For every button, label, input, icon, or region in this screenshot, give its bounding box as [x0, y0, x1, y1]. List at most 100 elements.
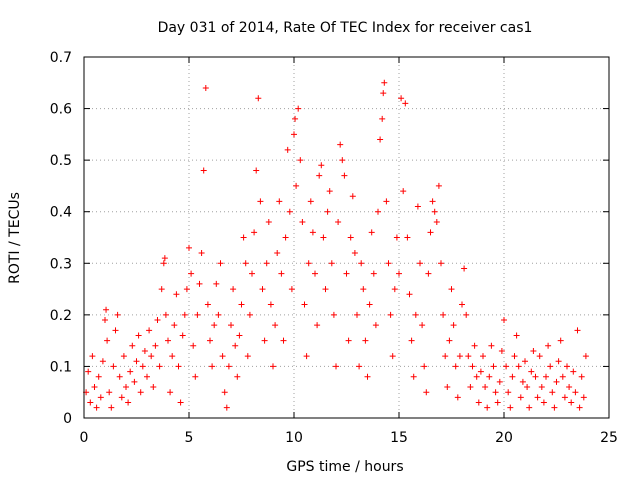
data-point [496, 378, 503, 385]
data-point [547, 363, 554, 370]
data-point [110, 363, 117, 370]
data-point [102, 317, 108, 324]
data-point [543, 373, 549, 380]
data-point [477, 368, 484, 375]
data-point [165, 337, 171, 344]
data-point [257, 198, 264, 205]
data-point [261, 337, 268, 344]
data-point [280, 337, 287, 344]
x-tick-label: 10 [285, 430, 303, 446]
data-point [368, 229, 375, 236]
data-point [278, 270, 285, 277]
data-point [410, 373, 417, 380]
data-point [228, 322, 234, 329]
data-point [337, 141, 344, 148]
data-point [320, 234, 327, 241]
data-point [297, 157, 304, 164]
data-point [190, 342, 197, 349]
data-point [572, 389, 579, 396]
data-point [459, 301, 465, 308]
x-tick-label: 0 [80, 430, 89, 446]
data-point [282, 234, 289, 241]
data-point [249, 270, 255, 277]
y-tick-label: 0.5 [50, 153, 72, 169]
data-point [188, 270, 195, 277]
data-point [162, 311, 169, 318]
data-point [272, 322, 279, 329]
data-point [225, 363, 232, 370]
data-point [396, 270, 402, 277]
data-point [372, 322, 379, 329]
data-point [360, 286, 367, 293]
data-point [364, 373, 371, 380]
data-point [526, 404, 533, 411]
data-point [322, 286, 329, 293]
data-point [255, 95, 262, 102]
axis-ticks [83, 56, 610, 419]
data-point [438, 260, 444, 267]
data-point [358, 260, 365, 267]
data-point [333, 363, 339, 370]
data-point [391, 286, 398, 293]
data-point [232, 342, 239, 349]
plot-frame [83, 56, 610, 419]
data-point [242, 260, 249, 267]
y-tick-label: 0.7 [50, 50, 72, 66]
data-point [557, 337, 564, 344]
data-point [204, 301, 211, 308]
data-point [454, 394, 461, 401]
data-point [211, 322, 218, 329]
y-axis-label: ROTI / TECUs [7, 192, 23, 284]
data-point [452, 363, 459, 370]
data-point [276, 198, 283, 205]
data-point [194, 311, 201, 318]
data-point [431, 208, 438, 215]
data-point [387, 311, 394, 318]
data-point [87, 399, 94, 406]
data-point [215, 311, 222, 318]
data-point [236, 332, 243, 339]
data-point [127, 368, 134, 375]
data-point [377, 136, 384, 143]
data-point [299, 219, 306, 226]
data-point [103, 306, 110, 313]
data-point [274, 249, 281, 256]
data-point [421, 363, 428, 370]
data-point [181, 311, 188, 318]
chart-title: Day 031 of 2014, Rate Of TEC Index for r… [158, 20, 533, 36]
data-point [97, 394, 104, 401]
data-point [528, 368, 535, 375]
data-point [480, 353, 486, 360]
data-point [380, 90, 387, 97]
data-point [440, 311, 447, 318]
data-point [123, 384, 129, 391]
data-point [265, 219, 272, 226]
data-point [175, 363, 182, 370]
data-point [580, 394, 587, 401]
data-point [200, 167, 207, 174]
data-point [139, 363, 146, 370]
data-point [305, 260, 312, 267]
grid-lines [84, 57, 609, 418]
data-point [230, 286, 237, 293]
data-point [131, 378, 138, 385]
data-point [351, 249, 358, 256]
data-point [148, 353, 155, 360]
data-point [345, 337, 352, 344]
data-point [217, 260, 224, 267]
data-point [490, 363, 497, 370]
data-point [171, 322, 178, 329]
data-point [295, 105, 302, 112]
data-point [114, 311, 121, 318]
data-point [517, 394, 524, 401]
data-point [202, 84, 209, 91]
data-point [118, 394, 125, 401]
data-point [120, 353, 127, 360]
data-point [173, 291, 180, 298]
y-tick-label: 0.6 [50, 102, 72, 118]
data-point [207, 337, 213, 344]
data-point [486, 373, 493, 380]
data-point [209, 363, 216, 370]
data-point [223, 404, 230, 411]
data-point [484, 404, 491, 411]
